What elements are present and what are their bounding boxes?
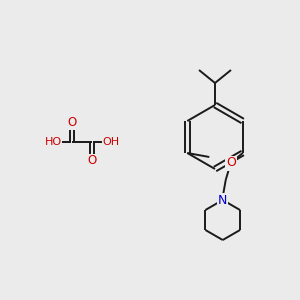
Text: N: N — [218, 194, 227, 206]
Text: O: O — [87, 154, 97, 167]
Text: OH: OH — [102, 137, 120, 147]
Text: O: O — [68, 116, 76, 130]
Text: O: O — [226, 157, 236, 169]
Text: HO: HO — [44, 137, 62, 147]
